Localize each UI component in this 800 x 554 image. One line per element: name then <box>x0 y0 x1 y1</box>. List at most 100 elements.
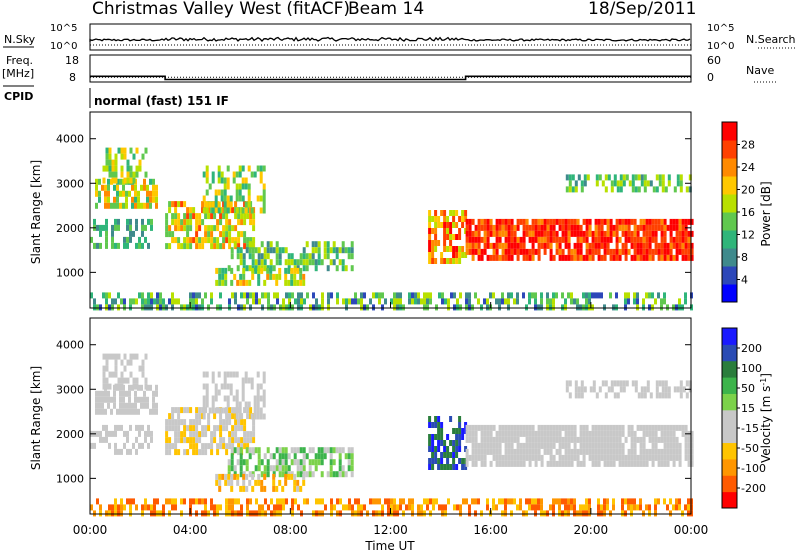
heatmap-cell <box>205 165 209 172</box>
heatmap-cell <box>420 298 423 305</box>
heatmap-cell <box>150 430 153 437</box>
heatmap-cell <box>669 436 673 443</box>
heatmap-cell <box>275 273 279 280</box>
heatmap-cell <box>609 510 612 517</box>
heatmap-cell <box>588 292 591 299</box>
heatmap-cell <box>468 248 472 255</box>
heatmap-cell <box>211 401 215 408</box>
heatmap-cell <box>531 448 535 455</box>
heatmap-cell <box>489 224 493 231</box>
heatmap-cell <box>504 254 508 261</box>
heatmap-cell <box>684 298 687 305</box>
heatmap-cell <box>516 248 520 255</box>
heatmap-cell <box>440 452 444 458</box>
heatmap-cell <box>658 380 662 387</box>
heatmap-cell <box>498 498 501 505</box>
heatmap-cell <box>507 230 511 237</box>
heatmap-cell <box>348 298 351 305</box>
heatmap-cell <box>213 225 217 232</box>
heatmap-cell <box>646 386 650 393</box>
heatmap-cell <box>246 504 249 511</box>
heatmap-cell <box>299 267 303 274</box>
heatmap-cell <box>558 504 561 511</box>
heatmap-cell <box>242 253 246 260</box>
heatmap-cell <box>117 504 120 511</box>
heatmap-cell <box>654 504 657 511</box>
heatmap-cell <box>246 237 250 244</box>
heatmap-cell <box>222 225 226 232</box>
heatmap-cell <box>498 454 502 461</box>
heatmap-cell <box>616 392 620 399</box>
heatmap-cell <box>219 292 222 299</box>
heatmap-cell <box>234 213 238 220</box>
heatmap-cell <box>675 436 679 443</box>
heatmap-cell <box>540 304 543 311</box>
heatmap-cell <box>262 165 266 172</box>
heatmap-cell <box>256 395 260 402</box>
heatmap-cell <box>324 504 327 511</box>
heatmap-cell <box>549 454 553 461</box>
heatmap-cell <box>648 510 651 517</box>
heatmap-cell <box>95 402 98 409</box>
heatmap-cell <box>690 218 694 225</box>
heatmap-cell <box>567 254 571 261</box>
heatmap-cell <box>317 447 321 454</box>
heatmap-cell <box>108 165 112 172</box>
heatmap-cell <box>218 479 222 486</box>
heatmap-cell <box>255 298 258 305</box>
heatmap-cell <box>664 392 668 399</box>
heatmap-cell <box>226 413 230 420</box>
heatmap-cell <box>129 359 133 366</box>
heatmap-cell <box>183 201 187 208</box>
heatmap-cell <box>284 465 288 472</box>
heatmap-cell <box>202 395 206 402</box>
heatmap-cell <box>290 459 294 466</box>
heatmap-cell <box>654 224 658 231</box>
heatmap-cell <box>308 447 312 454</box>
heatmap-cell <box>219 213 223 220</box>
heatmap-cell <box>165 443 169 450</box>
heatmap-cell <box>435 304 438 311</box>
heatmap-cell <box>672 254 676 261</box>
heatmap-cell <box>235 413 239 420</box>
heatmap-cell <box>459 510 462 517</box>
heatmap-cell <box>429 510 432 517</box>
heatmap-cell <box>522 242 526 249</box>
heatmap-cell <box>138 365 142 372</box>
heatmap-cell <box>224 267 228 274</box>
heatmap-cell <box>600 504 603 511</box>
heatmap-cell <box>471 230 475 237</box>
heatmap-cell <box>231 510 234 517</box>
heatmap-cell <box>122 202 125 209</box>
heatmap-cell <box>238 183 242 190</box>
heatmap-cell <box>661 392 665 399</box>
heatmap-cell <box>128 390 131 397</box>
heatmap-cell <box>138 242 141 249</box>
heatmap-cell <box>111 242 114 249</box>
heatmap-cell <box>651 304 654 311</box>
heatmap-cell <box>222 419 226 426</box>
heatmap-cell <box>210 431 214 438</box>
heatmap-cell <box>341 241 345 248</box>
heatmap-cell <box>455 246 459 252</box>
heatmap-cell <box>564 436 568 443</box>
heatmap-cell <box>204 237 208 244</box>
heatmap-cell <box>101 396 104 403</box>
heatmap-cell <box>147 504 150 511</box>
heatmap-cell <box>522 230 526 237</box>
heatmap-cell <box>218 485 222 492</box>
heatmap-cell <box>141 230 144 237</box>
heatmap-cell <box>223 183 227 190</box>
heatmap-cell <box>299 465 303 472</box>
heatmap-cell <box>669 248 673 255</box>
heatmap-cell <box>201 237 205 244</box>
heatmap-cell <box>585 218 589 225</box>
heatmap-cell <box>679 380 683 387</box>
heatmap-cell <box>667 174 671 181</box>
heatmap-cell <box>240 419 244 426</box>
heatmap-cell <box>657 254 661 261</box>
heatmap-cell <box>293 279 297 286</box>
heatmap-cell <box>135 147 139 154</box>
heatmap-cell <box>474 242 478 249</box>
heatmap-cell <box>615 292 618 299</box>
